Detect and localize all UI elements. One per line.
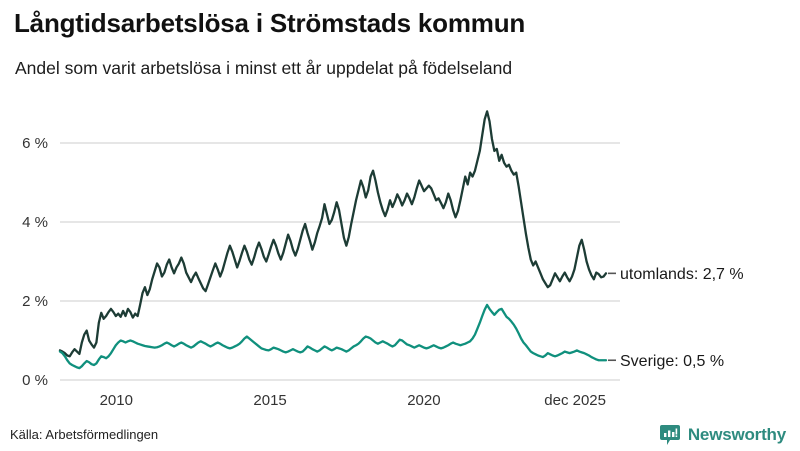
series-lines <box>58 110 616 370</box>
bar-chart-bubble-icon <box>659 424 681 446</box>
gridlines <box>60 142 620 381</box>
x-tick-label: dec 2025 <box>544 392 606 409</box>
page-title: Långtidsarbetslösa i Strömstads kommun <box>14 8 526 38</box>
y-tick-label: 0 % <box>22 372 48 389</box>
y-tick-label: 4 % <box>22 214 48 231</box>
source-note: Källa: Arbetsförmedlingen <box>10 427 159 442</box>
y-tick-label: 6 % <box>22 135 48 152</box>
series-label-sverige: Sverige: 0,5 % <box>620 353 724 370</box>
y-axis-labels: 0 % 2 % 4 % 6 % <box>22 135 48 389</box>
logo-text: Newsworthy <box>687 425 786 444</box>
series-line-sverige <box>58 303 608 370</box>
series-label-utomlands: utomlands: 2,7 % <box>620 266 744 283</box>
newsworthy-logo[interactable]: Newsworthy <box>659 424 786 446</box>
series-line-utomlands <box>58 110 608 358</box>
series-inline-labels: utomlands: 2,7 % Sverige: 0,5 % <box>620 266 744 370</box>
x-tick-label: 2010 <box>100 392 133 409</box>
chart-subtitle: Andel som varit arbetslösa i minst ett å… <box>15 58 513 78</box>
x-tick-label: 2015 <box>253 392 286 409</box>
y-tick-label: 2 % <box>22 293 48 310</box>
x-axis-labels: 2010 2015 2020 dec 2025 <box>100 392 606 409</box>
x-tick-label: 2020 <box>407 392 440 409</box>
line-chart: 0 % 2 % 4 % 6 % 2010 2015 2020 dec 2025 utomla… <box>22 110 744 409</box>
